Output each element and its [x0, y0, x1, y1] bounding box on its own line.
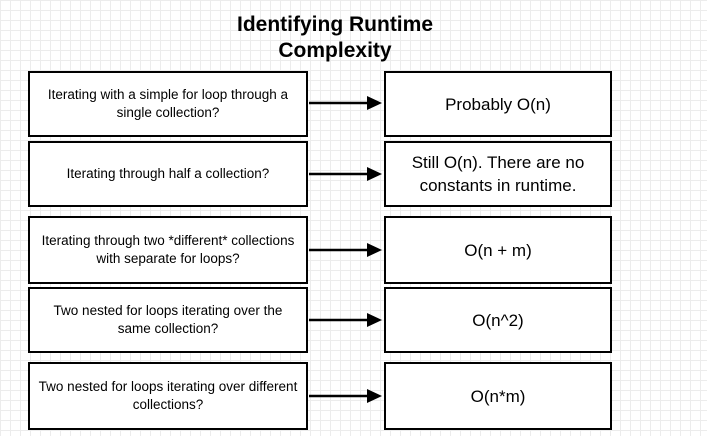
answer-box-4: O(n^2): [384, 287, 612, 353]
arrow-5: [309, 389, 382, 403]
arrow-2: [309, 167, 382, 181]
question-text-3: Iterating through two *different* collec…: [41, 233, 295, 266]
answer-text-5: O(n*m): [470, 386, 526, 406]
answer-box-3: O(n + m): [384, 216, 612, 284]
question-box-1: Iterating with a simple for loop through…: [28, 71, 308, 137]
answer-text-4: O(n^2): [472, 310, 524, 330]
question-box-5: Two nested for loops iterating over diff…: [28, 362, 308, 430]
question-text-4: Two nested for loops iterating over the …: [53, 303, 283, 336]
answer-box-5: O(n*m): [384, 362, 612, 430]
answer-box-2: Still O(n). There are no constants in ru…: [384, 141, 612, 207]
arrow-4: [309, 313, 382, 327]
diagram-title: Identifying Runtime Complexity: [237, 13, 433, 62]
answer-text-1: Probably O(n): [445, 94, 551, 114]
answer-text-2: Still O(n). There are no constants in ru…: [411, 153, 585, 195]
question-text-2: Iterating through half a collection?: [66, 166, 270, 181]
answer-text-3: O(n + m): [464, 240, 532, 260]
question-text-1: Iterating with a simple for loop through…: [47, 87, 289, 120]
arrow-3: [309, 243, 382, 257]
question-box-3: Iterating through two *different* collec…: [28, 216, 308, 284]
question-box-4: Two nested for loops iterating over the …: [28, 287, 308, 353]
answer-box-1: Probably O(n): [384, 71, 612, 137]
question-text-5: Two nested for loops iterating over diff…: [38, 379, 298, 412]
arrow-1: [309, 96, 382, 110]
question-box-2: Iterating through half a collection?: [28, 141, 308, 207]
